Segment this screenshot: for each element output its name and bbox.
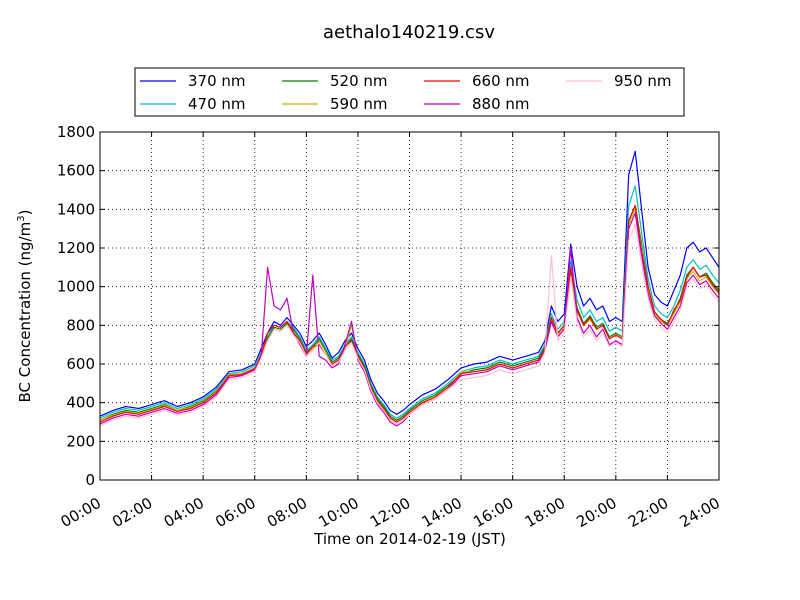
legend-label: 660 nm — [472, 72, 530, 90]
y-tick-label: 1600 — [57, 162, 95, 180]
x-axis-label: Time on 2014-02-19 (JST) — [313, 530, 506, 548]
legend-label: 370 nm — [188, 72, 246, 90]
y-axis-label-main: BC Concentration (ng/m — [16, 222, 34, 403]
y-axis-label-sup: 3 — [16, 215, 27, 221]
series-line-470-nm — [100, 185, 719, 419]
y-axis-label-close: ) — [16, 210, 34, 216]
legend-label: 470 nm — [188, 95, 246, 113]
legend-label: 590 nm — [330, 95, 388, 113]
y-tick-label: 1000 — [57, 278, 95, 296]
y-tick-label: 400 — [66, 394, 95, 412]
series-line-950-nm — [100, 224, 719, 427]
legend-label: 520 nm — [330, 72, 388, 90]
legend-label: 950 nm — [614, 72, 672, 90]
y-axis-label: BC Concentration (ng/m3) — [16, 210, 34, 403]
legend: 370 nm 470 nm 520 nm 590 nm 660 nm 880 nm 950 … — [134, 67, 685, 117]
chart-title: aethalo140219.csv — [323, 22, 495, 43]
legend-label: 880 nm — [472, 95, 530, 113]
y-tick-label: 600 — [66, 355, 95, 373]
y-tick-label: 1200 — [57, 239, 95, 257]
y-tick-label: 200 — [66, 432, 95, 450]
series-line-370-nm — [100, 150, 719, 417]
y-tick-label: 0 — [85, 471, 95, 489]
series-layer — [100, 150, 719, 427]
y-tick-label: 1800 — [57, 123, 95, 141]
y-tick-label: 1400 — [57, 200, 95, 218]
y-tick-label: 800 — [66, 316, 95, 334]
legend-box — [134, 67, 685, 117]
